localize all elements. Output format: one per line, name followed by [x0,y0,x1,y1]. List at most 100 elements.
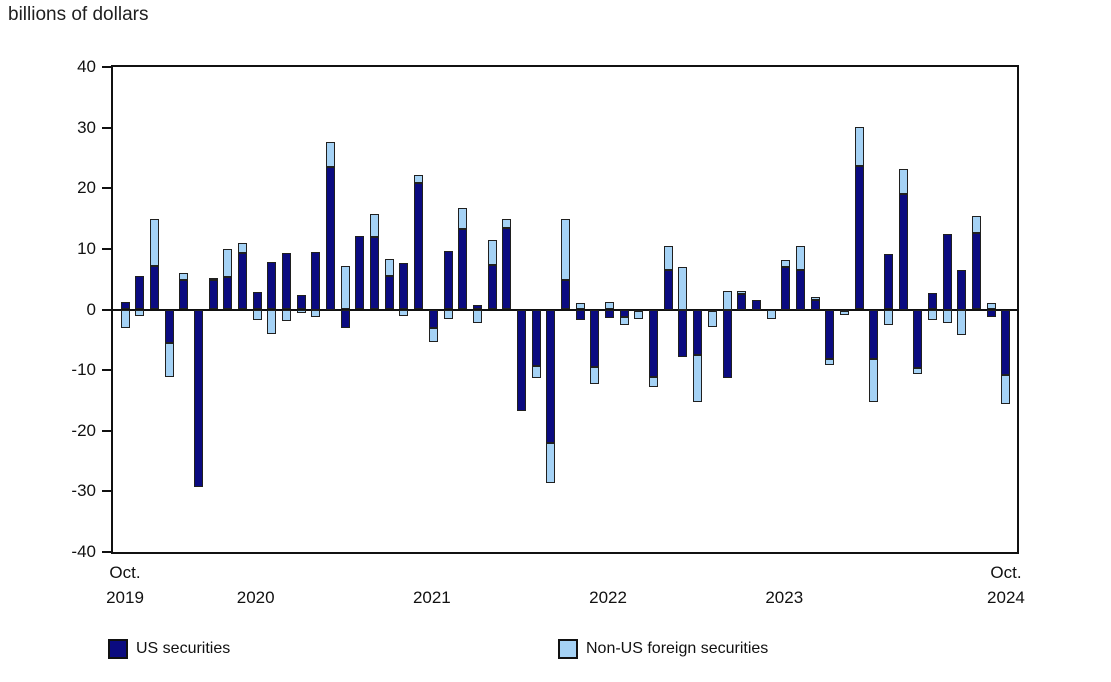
bar-segment-us [707,309,717,312]
bar-segment-us [135,275,145,310]
x-axis-label: 2020 [236,588,275,607]
bar-segment-us [986,309,996,317]
bar-segment-us [619,309,629,318]
bar-segment-non-us [223,249,233,277]
plot-inner [113,67,1017,552]
bar-segment-non-us [722,291,732,310]
bar-segment-non-us [707,311,717,328]
bar-segment-us [751,300,761,310]
bar-segment-us [722,309,732,378]
bar-segment-us [164,309,174,344]
bar-segment-non-us [795,245,805,271]
bar-segment-us [737,294,747,310]
bar-segment-non-us [649,376,659,388]
bar-segment-non-us [384,258,394,276]
y-tick-mark [102,369,111,372]
bar-segment-us [1001,309,1011,375]
bar-segment-us [458,228,468,310]
bar-segment-non-us [869,358,879,403]
bar-segment-non-us [311,309,321,318]
bar-segment-us [898,194,908,310]
bar-segment-us [149,265,159,310]
bar-segment-us [795,270,805,310]
y-tick-mark [102,247,111,250]
bar-segment-non-us [663,245,673,271]
bar-segment-us [296,294,306,310]
bar-segment-us [472,304,482,310]
y-tick-label: -30 [71,481,96,501]
non-us-securities-swatch-icon [558,639,578,659]
bar-segment-us [546,309,556,443]
chart-title: billions of dollars [8,4,149,25]
y-tick-mark [102,126,111,129]
bar-segment-non-us [913,367,923,374]
bar-segment-non-us [605,302,615,310]
bar-segment-us [825,309,835,360]
bar-segment-us [252,291,262,310]
legend-label-non-us: Non-US foreign securities [586,640,769,657]
bar-segment-us [516,309,526,411]
bar-segment-us [649,309,659,377]
bar-segment-us [384,275,394,310]
bar-segment-us [560,280,570,310]
bar-segment-us [237,252,247,310]
bar-segment-non-us [766,309,776,320]
bar-segment-us [531,309,541,367]
bar-segment-us [693,309,703,355]
bar-segment-non-us [560,219,570,281]
bar-segment-non-us [693,354,703,403]
bar-segment-non-us [120,309,130,328]
y-tick-mark [102,66,111,68]
bar-segment-non-us [825,359,835,366]
bar-segment-us [208,280,218,310]
us-securities-swatch-icon [108,639,128,659]
y-tick-label: 30 [77,117,96,137]
bar-segment-us [311,251,321,310]
bar-segment-non-us [502,218,512,229]
bar-segment-non-us [282,309,291,322]
bar-segment-us [575,309,585,321]
x-axis-label: Oct. 2024 [987,563,1025,607]
bar-segment-non-us [340,266,350,310]
bar-segment-us [854,166,864,310]
bar-segment-non-us [135,309,145,317]
bar-segment-non-us [414,174,424,184]
y-tick-mark [102,187,111,190]
bar-segment-non-us [1001,374,1011,405]
bar-segment-us [663,270,673,310]
bar-segment-us [370,237,380,310]
x-axis-label: 2023 [765,588,804,607]
bar-segment-non-us [634,311,644,320]
bar-segment-non-us [179,273,189,281]
bar-segment-non-us [575,302,585,310]
bar-segment-us [282,252,291,310]
bar-segment-non-us [810,297,820,301]
bar-segment-us [957,270,967,310]
bar-segment-non-us [428,328,438,342]
bar-segment-non-us [619,317,629,326]
bar-segment-non-us [972,215,982,233]
bar-segment-non-us [326,142,336,168]
y-tick-label: 0 [86,299,96,319]
bar-segment-non-us [942,309,952,324]
bar-segment-non-us [458,208,468,229]
bar-segment-non-us [590,367,600,385]
bar-segment-non-us [898,168,908,195]
bar-segment-us [605,309,615,318]
bar-segment-non-us [252,309,262,321]
bar-segment-us [340,309,350,328]
bar-segment-us [326,167,336,310]
bar-segment-non-us [678,267,688,310]
bar-segment-us [942,233,952,310]
bar-segment-non-us [928,309,938,321]
bar-segment-non-us [781,260,791,268]
bar-segment-us [590,309,600,368]
bar-segment-non-us [737,291,747,295]
zero-baseline [113,308,1017,311]
y-tick-label: -10 [71,360,96,380]
bar-segment-us [972,232,982,310]
y-tick-mark [102,308,111,311]
legend-item-us-securities: US securities [108,639,230,659]
bar-segment-non-us [296,309,306,314]
